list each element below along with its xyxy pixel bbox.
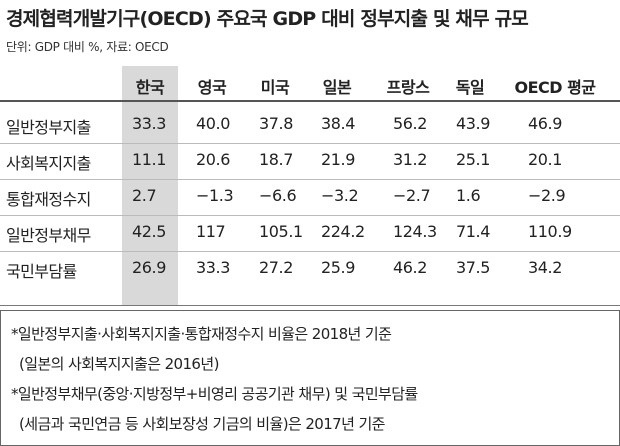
column-header: 한국 [135, 78, 165, 97]
row-rule [0, 251, 620, 252]
cell: 46.2 [393, 258, 428, 277]
column-header: OECD 평균 [514, 78, 596, 97]
column-header: 영국 [197, 78, 227, 97]
row-label: 사회복지지출 [6, 154, 91, 173]
cell: 37.5 [456, 258, 491, 277]
cell: 40.0 [196, 114, 231, 133]
cell: 33.3 [132, 114, 167, 133]
cell: −2.7 [393, 186, 431, 205]
subtitle: 단위: GDP 대비 %, 자료: OECD [6, 40, 169, 54]
cell: 33.3 [196, 258, 231, 277]
cell: 25.9 [321, 258, 356, 277]
cell: 42.5 [132, 222, 167, 241]
note: *일반정부지출·사회복지지출·통합재정수지 비율은 2018년 기준 [11, 325, 392, 343]
cell: 224.2 [321, 222, 365, 241]
cell: −2.9 [528, 186, 566, 205]
highlight-column [122, 66, 178, 306]
header-rule [0, 100, 620, 102]
column-header: 프랑스 [386, 78, 430, 97]
row-label: 국민부담률 [6, 262, 77, 281]
cell: 43.9 [456, 114, 491, 133]
cell: 110.9 [528, 222, 572, 241]
cell: 34.2 [528, 258, 563, 277]
cell: 11.1 [132, 150, 167, 169]
row-rule [0, 143, 620, 144]
row-label: 일반정부지출 [6, 118, 91, 137]
cell: 18.7 [259, 150, 294, 169]
cell: 20.1 [528, 150, 563, 169]
cell: 46.9 [528, 114, 563, 133]
cell: 2.7 [132, 186, 157, 205]
column-header: 미국 [260, 78, 290, 97]
cell: −1.3 [196, 186, 234, 205]
cell: 31.2 [393, 150, 428, 169]
cell: 56.2 [393, 114, 428, 133]
table-bottom-rule [0, 305, 620, 306]
cell: 38.4 [321, 114, 356, 133]
cell: 1.6 [456, 186, 481, 205]
cell: 26.9 [132, 258, 167, 277]
notes-box: *일반정부지출·사회복지지출·통합재정수지 비율은 2018년 기준 (일본의 사… [0, 310, 620, 446]
note: *일반정부채무(중앙·지방정부+비영리 공공기관 채무) 및 국민부담률 [11, 385, 418, 403]
column-header: 일본 [322, 78, 352, 97]
cell: 37.8 [259, 114, 294, 133]
cell: 21.9 [321, 150, 356, 169]
cell: 71.4 [456, 222, 491, 241]
cell: −3.2 [321, 186, 359, 205]
note: (일본의 사회복지지출은 2016년) [19, 355, 219, 373]
cell: 124.3 [393, 222, 437, 241]
cell: 27.2 [259, 258, 294, 277]
cell: 117 [196, 222, 226, 241]
title: 경제협력개발기구(OECD) 주요국 GDP 대비 정부지출 및 채무 규모 [6, 8, 529, 30]
cell: −6.6 [259, 186, 297, 205]
cell: 105.1 [259, 222, 303, 241]
row-label: 일반정부채무 [6, 226, 91, 245]
column-header: 독일 [455, 78, 485, 97]
cell: 20.6 [196, 150, 231, 169]
cell: 25.1 [456, 150, 491, 169]
row-label: 통합재정수지 [6, 190, 91, 209]
row-rule [0, 215, 620, 216]
row-rule [0, 179, 620, 180]
note: (세금과 국민연금 등 사회보장성 기금의 비율)은 2017년 기준 [19, 415, 385, 433]
